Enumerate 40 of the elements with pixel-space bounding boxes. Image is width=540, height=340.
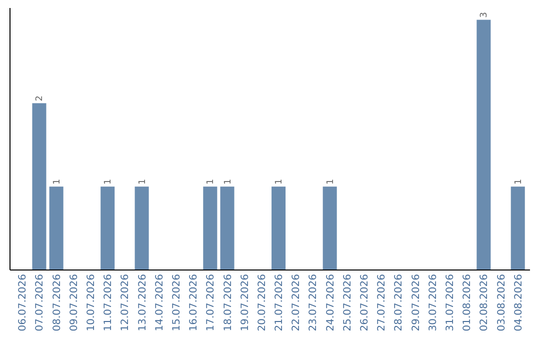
x-tick-label: 14.07.2026	[154, 274, 166, 332]
data-label: 1	[206, 178, 216, 185]
x-tick-label: 24.07.2026	[325, 274, 336, 332]
x-tick-label: 18.07.2026	[222, 274, 234, 332]
x-tick-label: 06.07.2026	[18, 274, 29, 332]
data-label: 2	[35, 95, 46, 102]
x-tick-label: 31.07.2026	[444, 274, 456, 332]
x-tick-label: 22.07.2026	[291, 274, 302, 332]
data-label: 1	[104, 178, 114, 185]
x-tick-label: 15.07.2026	[171, 274, 182, 332]
x-tick-label: 27.07.2026	[376, 274, 388, 332]
x-tick-label: 19.07.2026	[240, 274, 251, 332]
x-tick-label: 01.08.2026	[462, 274, 474, 332]
x-tick-label: 09.07.2026	[68, 274, 80, 332]
x-tick-label: 20.07.2026	[256, 274, 268, 332]
data-label: 1	[52, 178, 62, 185]
x-tick-label: 30.07.2026	[428, 274, 439, 332]
x-tick-label: 23.07.2026	[308, 274, 320, 332]
x-tick-label: 08.07.2026	[52, 274, 63, 332]
x-tick-label: 28.07.2026	[394, 274, 405, 332]
data-label: 1	[223, 178, 234, 185]
data-label: 3	[480, 12, 490, 18]
x-tick-label: 12.07.2026	[120, 274, 132, 332]
x-tick-label: 17.07.2026	[206, 274, 217, 332]
x-tick-label: 10.07.2026	[86, 274, 98, 332]
x-tick-label: 25.07.2026	[342, 274, 354, 332]
x-tick-label: 21.07.2026	[274, 274, 286, 332]
x-tick-label: 02.08.2026	[479, 274, 490, 332]
x-tick-label: 29.07.2026	[410, 274, 422, 332]
x-tick-label: 26.07.2026	[360, 274, 371, 332]
data-label: 1	[514, 178, 524, 185]
x-tick-label: 16.07.2026	[188, 274, 200, 332]
x-tick-label: 03.08.2026	[496, 274, 508, 332]
x-tick-label: 13.07.2026	[137, 274, 148, 332]
data-label: 1	[326, 178, 336, 185]
data-label: 1	[138, 178, 148, 185]
x-tick-label: 04.08.2026	[513, 274, 524, 332]
x-tick-label: 11.07.2026	[103, 274, 114, 332]
data-label: 1	[274, 178, 285, 185]
x-tick-label: 07.07.2026	[34, 274, 46, 332]
